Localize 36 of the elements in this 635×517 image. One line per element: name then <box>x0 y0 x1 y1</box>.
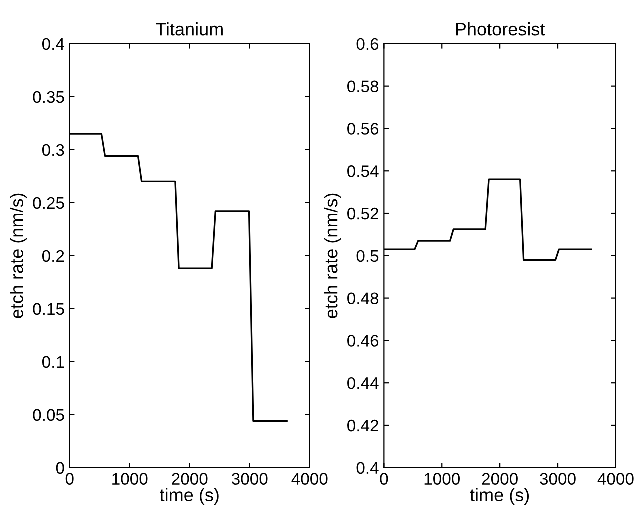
x-tick-label: 3000 <box>540 473 576 485</box>
x-tick-label: 4000 <box>598 473 634 485</box>
x-tick-label: 2000 <box>482 473 518 485</box>
y-tick-label: 0.6 <box>356 38 379 50</box>
x-axis-title: time (s) <box>470 488 530 506</box>
y-tick-label: 0.58 <box>348 80 379 93</box>
x-tick-label: 4000 <box>292 473 328 485</box>
y-tick-label: 0.46 <box>348 335 379 347</box>
y-tick-label: 0.05 <box>33 409 64 422</box>
x-tick-label: 0 <box>66 473 74 485</box>
y-tick-label: 0.48 <box>348 292 379 305</box>
x-tick-label: 2000 <box>172 473 208 485</box>
y-tick-label: 0.44 <box>348 378 379 390</box>
y-tick-label: 0.5 <box>356 250 379 262</box>
y-axis-title: etch rate (nm/s) <box>324 194 342 318</box>
y-tick-label: 0.3 <box>42 144 64 156</box>
x-axis-title: time (s) <box>160 488 219 506</box>
y-tick-label: 0.42 <box>348 420 378 432</box>
x-tick-label: 3000 <box>232 473 268 485</box>
y-tick-label: 0.1 <box>42 356 64 368</box>
chart-title: Photoresist <box>456 22 546 36</box>
y-tick-label: 0 <box>56 462 64 474</box>
x-tick-label: 0 <box>380 473 388 485</box>
x-tick-label: 1000 <box>112 473 148 485</box>
y-tick-label: 0.25 <box>33 197 64 210</box>
y-tick-label: 0.52 <box>348 208 378 220</box>
y-axis-title: etch rate (nm/s) <box>10 194 27 318</box>
x-tick-label: 1000 <box>424 473 460 485</box>
y-tick-label: 0.4 <box>42 38 65 50</box>
y-tick-label: 0.35 <box>33 91 64 104</box>
y-tick-label: 0.54 <box>348 166 379 178</box>
y-tick-label: 0.4 <box>356 462 379 474</box>
chart-title: Titanium <box>156 22 223 36</box>
y-tick-label: 0.56 <box>348 123 379 135</box>
y-tick-label: 0.2 <box>42 250 64 262</box>
y-tick-label: 0.15 <box>33 303 64 316</box>
